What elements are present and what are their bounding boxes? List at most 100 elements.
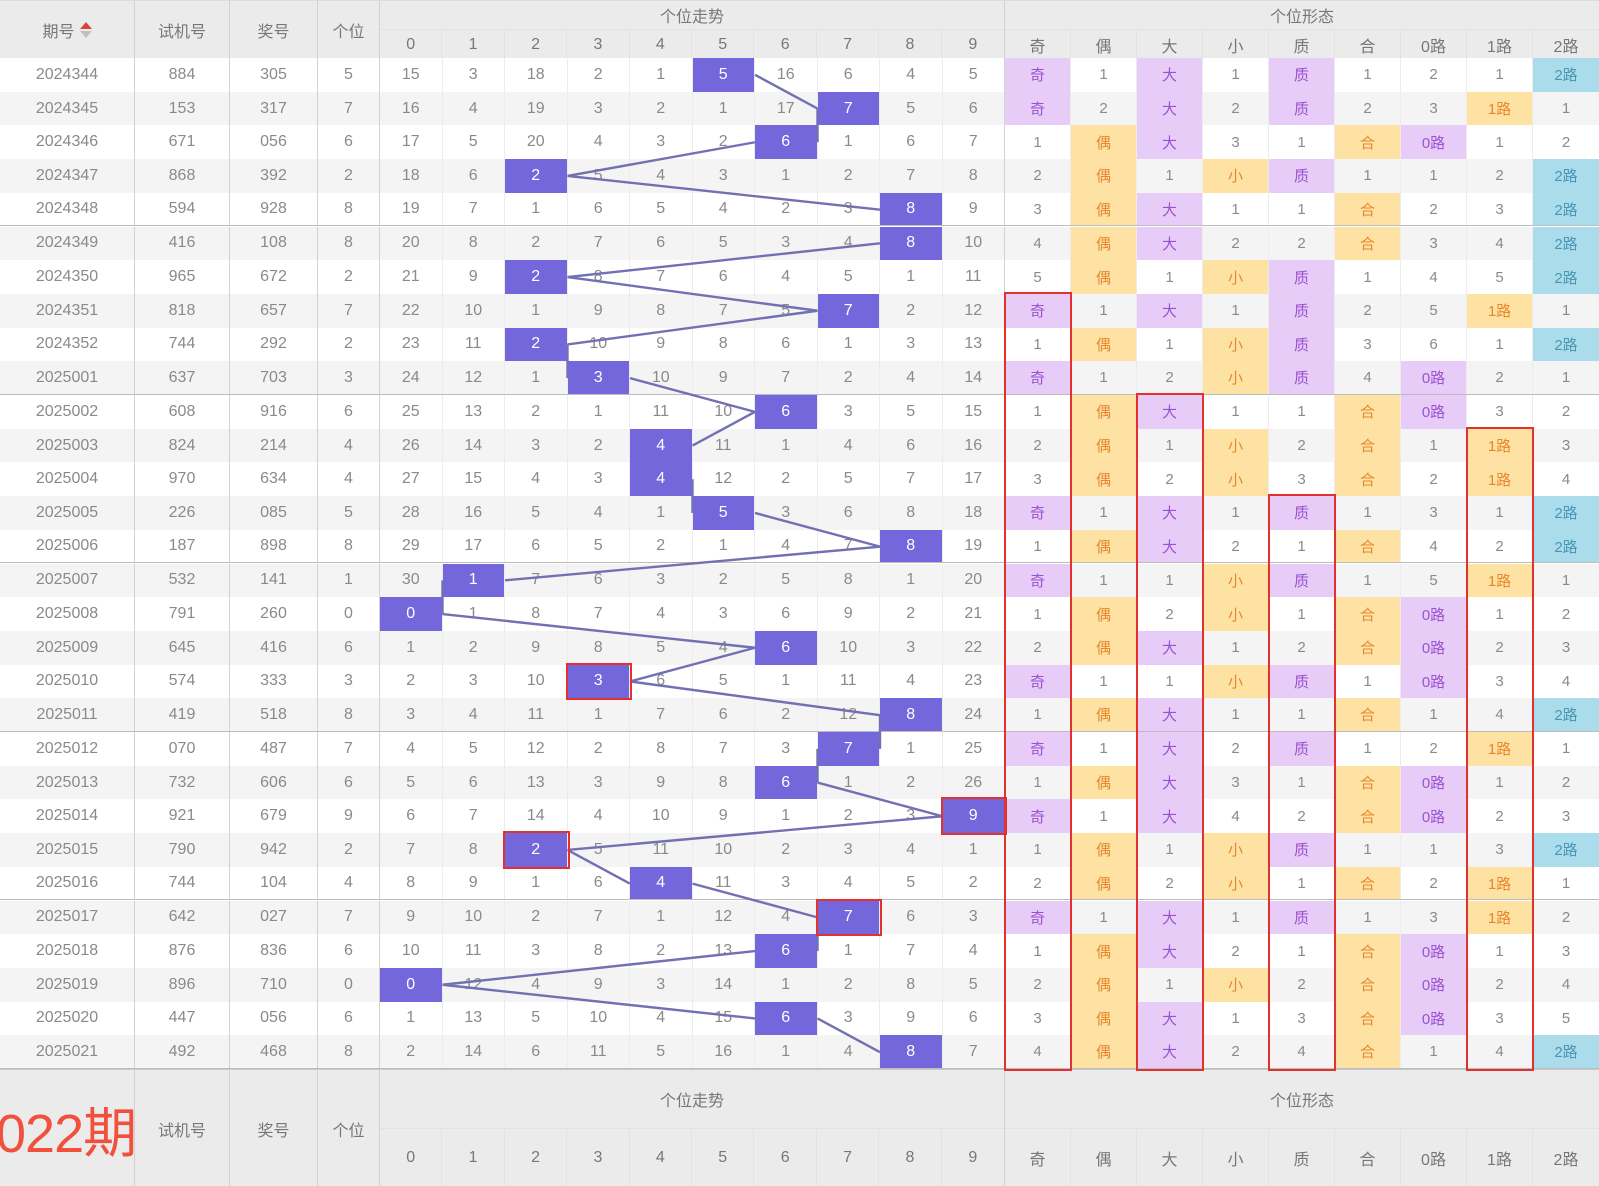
- pattern-column-label: 1路: [1467, 30, 1533, 59]
- trend-cell: 4: [755, 900, 818, 935]
- pattern-cell: 4: [1203, 799, 1269, 834]
- pattern-cell: 2路: [1533, 58, 1599, 92]
- trend-cell-hit: 1: [442, 563, 505, 598]
- pattern-cell: 大: [1137, 395, 1203, 429]
- pattern-cell: 合: [1335, 529, 1401, 563]
- trend-column-label: 1: [442, 30, 505, 59]
- trend-cell: 6: [943, 91, 1005, 126]
- trend-cell: 5: [880, 866, 943, 900]
- trend-cell: 5: [818, 260, 880, 294]
- pattern-cell: 2路: [1533, 260, 1599, 294]
- trend-cell: 3: [505, 934, 568, 968]
- pattern-cell: 奇: [1005, 361, 1071, 394]
- period-cell: 2025017: [0, 900, 135, 935]
- trend-cell: 5: [630, 1035, 693, 1068]
- units-digit-cell: 4: [318, 462, 380, 497]
- pattern-cell: 3: [1467, 1001, 1533, 1036]
- prize-number-cell: 928: [230, 192, 318, 226]
- pattern-cell: 大: [1137, 630, 1203, 665]
- trend-cell: 9: [630, 765, 693, 800]
- trend-cell: 14: [443, 1035, 505, 1068]
- trend-cell: 25: [380, 395, 443, 429]
- pattern-cell: 质: [1269, 496, 1335, 530]
- trend-cell: 1: [505, 866, 568, 900]
- table-row: 2024348 594 928 8 19 7 1 6 5 4 2 3 8 9 3 偶大 1 1 合 2 3 2路: [0, 192, 1599, 227]
- trend-cell: 8: [568, 630, 630, 665]
- pattern-cell: 1: [1005, 833, 1071, 867]
- trend-cell: 7: [943, 125, 1005, 160]
- trend-cell: 10: [818, 630, 880, 665]
- trend-cell: 3: [943, 900, 1005, 935]
- trend-cell: 1: [505, 192, 568, 226]
- trend-cell: 6: [380, 799, 443, 834]
- trend-cell: 23: [380, 327, 443, 362]
- footer-pattern-column-label: 合: [1335, 1129, 1401, 1186]
- pattern-cell: 1: [1203, 395, 1269, 429]
- pattern-cell: 1路: [1467, 900, 1533, 935]
- pattern-cell: 偶: [1071, 192, 1137, 226]
- pattern-cell: 奇: [1005, 900, 1071, 935]
- trend-cell-hit: 8: [880, 698, 943, 731]
- trend-cell-hit: 9: [942, 799, 1005, 834]
- pattern-cell: 0路: [1401, 1001, 1467, 1036]
- sort-ascending-icon[interactable]: [79, 21, 92, 29]
- table-row: 2025002 608 916 6 25 13 2 1 11 10 6 3 5 15 1 偶大 1 1 合 0路 3 2: [0, 395, 1599, 429]
- prize-number-cell: 710: [230, 967, 318, 1002]
- trend-cell: 1: [755, 1035, 818, 1068]
- test-number-cell: 594: [135, 192, 230, 226]
- pattern-cell: 2: [1561, 908, 1571, 926]
- pattern-cell: 1: [1269, 125, 1335, 160]
- prize-number-cell: 634: [230, 462, 318, 497]
- period-cell: 2025001: [0, 361, 135, 394]
- trend-cell: 4: [505, 967, 568, 1002]
- pattern-cell: 偶: [1071, 934, 1137, 968]
- trend-cell: 4: [818, 866, 880, 900]
- pattern-cell: 1: [1203, 496, 1269, 530]
- footer-trend-column-label: 3: [567, 1129, 630, 1186]
- trend-cell: 17: [380, 125, 443, 160]
- pattern-cell: 偶: [1071, 226, 1137, 261]
- trend-cell: 3: [630, 967, 693, 1002]
- table-row: 2025012 070 487 7 4 5 12 2 8 7 3 7 1 25 奇 1 大 2 质 1 2 1路 1: [0, 732, 1599, 766]
- trend-cell: 1: [818, 934, 880, 968]
- pattern-cell: 1: [1401, 698, 1467, 731]
- trend-cell-hit: 5: [692, 496, 755, 530]
- pattern-cell: 1: [1071, 361, 1137, 394]
- pattern-cell: 4: [1401, 529, 1467, 563]
- test-number-cell: 416: [135, 226, 230, 261]
- pattern-cell: 2路: [1533, 226, 1599, 261]
- table-row: 2025006 187 898 8 29 17 6 5 2 1 4 7 8 19 1 偶大 2 1 合 4 2 2路: [0, 529, 1599, 564]
- pattern-column-label: 0路: [1401, 30, 1467, 59]
- prize-number-cell: 104: [230, 866, 318, 900]
- pattern-cell: 1: [1071, 664, 1137, 699]
- pattern-cell: 合: [1335, 192, 1401, 226]
- pattern-cell: 3: [1203, 765, 1269, 800]
- trend-cell: 10: [568, 327, 630, 362]
- sort-descending-icon[interactable]: [79, 30, 92, 38]
- pattern-cell: 3: [1467, 664, 1533, 699]
- units-digit-cell: 4: [318, 866, 380, 900]
- pattern-cell: 质: [1269, 58, 1335, 92]
- pattern-cell: 1路: [1467, 91, 1533, 126]
- sort-icon[interactable]: [79, 21, 92, 38]
- trend-cell: 6: [568, 563, 630, 598]
- pattern-cell: 2路: [1533, 496, 1599, 530]
- trend-cell: 5: [880, 395, 943, 429]
- pattern-cell: 2: [1467, 529, 1533, 563]
- trend-cell: 6: [693, 698, 755, 731]
- test-number-cell: 153: [135, 91, 230, 126]
- trend-cell: 1: [443, 597, 505, 631]
- trend-cell: 6: [630, 664, 693, 699]
- pattern-cell: 0路: [1401, 765, 1467, 800]
- trend-cell: 1: [880, 563, 943, 598]
- footer-test-number-cell: 试机号: [135, 1070, 230, 1186]
- header-period-cell[interactable]: 期号: [0, 1, 135, 58]
- trend-cell: 18: [380, 159, 443, 193]
- pattern-cell: 1: [1467, 58, 1533, 92]
- prize-number-cell: 260: [230, 597, 318, 631]
- table-row: 2024344 884 305 5 15 3 18 2 1 5 16 6 4 5 奇 1 大 1 质 1 2 1 2路: [0, 58, 1599, 92]
- pattern-cell: 3: [1401, 900, 1467, 935]
- trend-cell: 4: [380, 732, 443, 766]
- pattern-cell: 1: [1561, 369, 1571, 387]
